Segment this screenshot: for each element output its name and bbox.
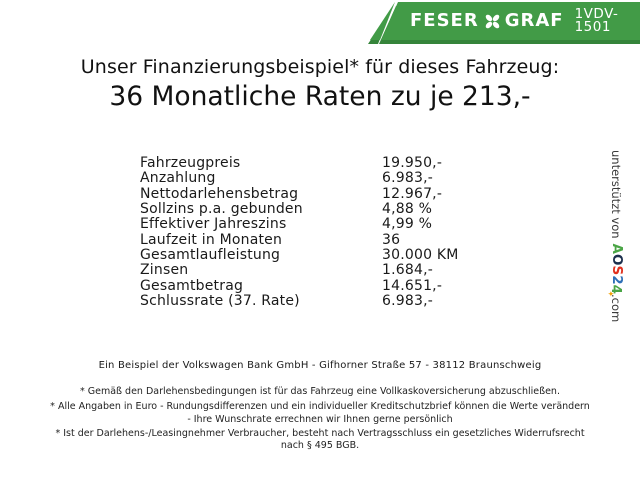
aos24-domain-suffix: .com: [609, 294, 623, 323]
table-row: Sollzins p.a. gebunden 4,88 %: [140, 201, 470, 218]
row-label: Zinsen: [140, 262, 189, 279]
banner-accent-triangle: [370, 2, 395, 40]
footnote-line: * Alle Angaben in Euro - Rundungsdiffere…: [50, 401, 590, 413]
footnote-line: - Ihre Wunschrate errechnen wir Ihnen ge…: [187, 413, 453, 425]
row-label: Fahrzeugpreis: [140, 155, 241, 171]
footnote-line: * Ist der Darlehens-/Leasingnehmer Verbr…: [55, 427, 585, 439]
rate-headline: 36 Monatliche Raten zu je 213,-: [109, 81, 531, 112]
brand-name-graf: GRAF: [504, 10, 564, 31]
footnote-line: * Gemäß den Darlehensbedingungen ist für…: [80, 386, 560, 397]
table-row: Anzahlung 6.983,-: [140, 170, 470, 187]
row-label: Anzahlung: [140, 170, 216, 187]
table-row: Zinsen 1.684,-: [140, 262, 470, 279]
row-value: 30.000 KM: [382, 247, 459, 264]
bank-info-line: Ein Beispiel der Volkswagen Bank GmbH - …: [98, 360, 542, 371]
aos24-logo-letter-o: O: [608, 253, 625, 266]
row-value: 19.950,-: [382, 155, 443, 171]
table-row: Laufzeit in Monaten 36: [140, 231, 470, 248]
table-row: Gesamtbetrag 14.651,-: [140, 277, 470, 294]
footnotes: * Gemäß den Darlehensbedingungen ist für…: [0, 386, 640, 452]
header-banner: [368, 2, 640, 44]
row-label: Schlussrate (37. Rate): [140, 293, 300, 310]
row-label: Gesamtbetrag: [140, 277, 244, 294]
page-title: Unser Finanzierungsbeispiel* für dieses …: [80, 56, 560, 78]
row-label: Laufzeit in Monaten: [140, 231, 283, 248]
table-row: Fahrzeugpreis 19.950,-: [140, 155, 470, 171]
table-row: Gesamtlaufleistung 30.000 KM: [140, 247, 470, 264]
support-credit: unterstützt von A O S 2 4 ✦ .com: [604, 150, 628, 336]
aos24-logo-letter-a: A: [608, 243, 625, 254]
clover-icon: [485, 14, 499, 29]
row-value: 1.684,-: [382, 262, 433, 279]
table-row: Nettodarlehensbetrag 12.967,-: [140, 185, 470, 202]
vehicle-code: 1VDV-1501: [574, 5, 619, 35]
title-block: Unser Finanzierungsbeispiel* für dieses …: [0, 56, 640, 112]
aos24-logo-letter-2: 2: [608, 275, 625, 285]
row-value: 36: [382, 231, 401, 248]
table-row: Effektiver Jahreszins 4,99 %: [140, 216, 470, 233]
row-value: 4,99 %: [382, 216, 433, 233]
aos24-logo-letter-4-wrap: 4 ✦: [605, 285, 625, 298]
row-value: 6.983,-: [382, 293, 433, 310]
banner-main-shape: [381, 2, 640, 40]
aos24-logo-letter-s: S: [608, 265, 625, 276]
brand-name-feser: FESER: [410, 10, 479, 31]
header-brand: FESER GRAF 1VDV-1501: [410, 7, 634, 35]
row-value: 12.967,-: [382, 185, 443, 202]
row-value: 14.651,-: [382, 277, 443, 294]
row-label: Nettodarlehensbetrag: [140, 185, 299, 202]
row-value: 6.983,-: [382, 170, 433, 187]
row-label: Gesamtlaufleistung: [140, 247, 281, 264]
row-label: Sollzins p.a. gebunden: [140, 201, 303, 218]
footnote-line: nach § 495 BGB.: [280, 440, 360, 452]
finance-table: Fahrzeugpreis 19.950,- Anzahlung 6.983,-…: [140, 155, 470, 310]
row-value: 4,88 %: [382, 201, 433, 218]
support-credit-text: unterstützt von: [609, 150, 623, 239]
table-row: Schlussrate (37. Rate) 6.983,-: [140, 293, 470, 310]
sparkle-icon: ✦: [605, 290, 615, 298]
row-label: Effektiver Jahreszins: [140, 216, 287, 233]
